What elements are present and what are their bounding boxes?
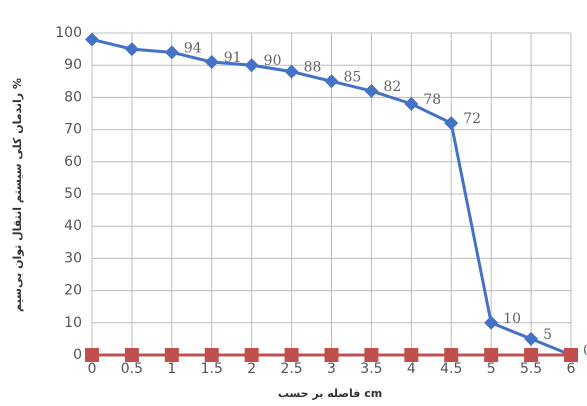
data-label: 5 — [543, 327, 552, 343]
marker — [404, 348, 419, 362]
marker — [204, 54, 219, 69]
data-label: 88 — [304, 60, 322, 76]
data-label: 78 — [423, 92, 441, 108]
marker — [164, 45, 179, 60]
marker — [204, 348, 219, 362]
marker — [284, 348, 299, 362]
y-tick-label: 20 — [64, 283, 82, 299]
y-tick-label: 10 — [64, 315, 82, 331]
x-tick-label: 1.5 — [201, 361, 223, 377]
y-tick-label: 50 — [64, 186, 82, 202]
y-tick-label: 80 — [64, 89, 82, 105]
marker — [364, 83, 379, 98]
data-label: 10 — [503, 311, 521, 327]
data-label: 90 — [264, 53, 282, 69]
marker — [324, 348, 339, 362]
x-tick-label: 6 — [567, 361, 576, 377]
x-tick-label: 3 — [327, 361, 336, 377]
marker — [364, 348, 379, 362]
data-label: 82 — [383, 79, 401, 95]
marker — [85, 348, 99, 362]
marker — [444, 116, 459, 131]
x-tick-label: 2.5 — [280, 361, 302, 377]
x-tick-label: 1 — [167, 361, 176, 377]
marker — [124, 42, 139, 57]
y-axis-label: راندمان کلی سیستم انتقال توان بی‌سیم % — [11, 78, 24, 312]
data-label: 85 — [344, 69, 362, 85]
marker — [524, 331, 539, 346]
marker — [524, 348, 539, 362]
x-axis-label: فاصله بر حسب cm — [278, 387, 382, 400]
y-tick-label: 0 — [73, 347, 82, 363]
marker — [484, 348, 499, 362]
marker — [124, 348, 139, 362]
x-tick-label: 5 — [487, 361, 496, 377]
marker — [564, 348, 578, 362]
marker — [244, 58, 259, 73]
y-tick-label: 90 — [64, 57, 82, 73]
marker — [85, 32, 99, 47]
y-tick-label: 70 — [64, 122, 82, 138]
data-label: 91 — [224, 50, 242, 66]
marker — [244, 348, 259, 362]
data-label: 72 — [463, 111, 481, 127]
x-tick-label: 4 — [407, 361, 416, 377]
y-tick-label: 30 — [64, 250, 82, 266]
data-label: 0 — [583, 343, 587, 359]
marker — [444, 348, 459, 362]
marker — [164, 348, 179, 362]
marker — [484, 315, 499, 330]
y-tick-label: 40 — [64, 218, 82, 234]
x-tick-label: 5.5 — [520, 361, 542, 377]
y-tick-label: 100 — [55, 25, 82, 41]
x-tick-label: 4.5 — [440, 361, 462, 377]
x-tick-label: 0.5 — [121, 361, 143, 377]
x-tick-label: 0 — [88, 361, 97, 377]
marker — [324, 74, 339, 89]
y-tick-label: 60 — [64, 154, 82, 170]
x-tick-label: 2 — [247, 361, 256, 377]
data-label: 94 — [184, 40, 202, 56]
x-tick-label: 3.5 — [360, 361, 382, 377]
marker — [284, 64, 299, 79]
marker — [404, 96, 419, 111]
